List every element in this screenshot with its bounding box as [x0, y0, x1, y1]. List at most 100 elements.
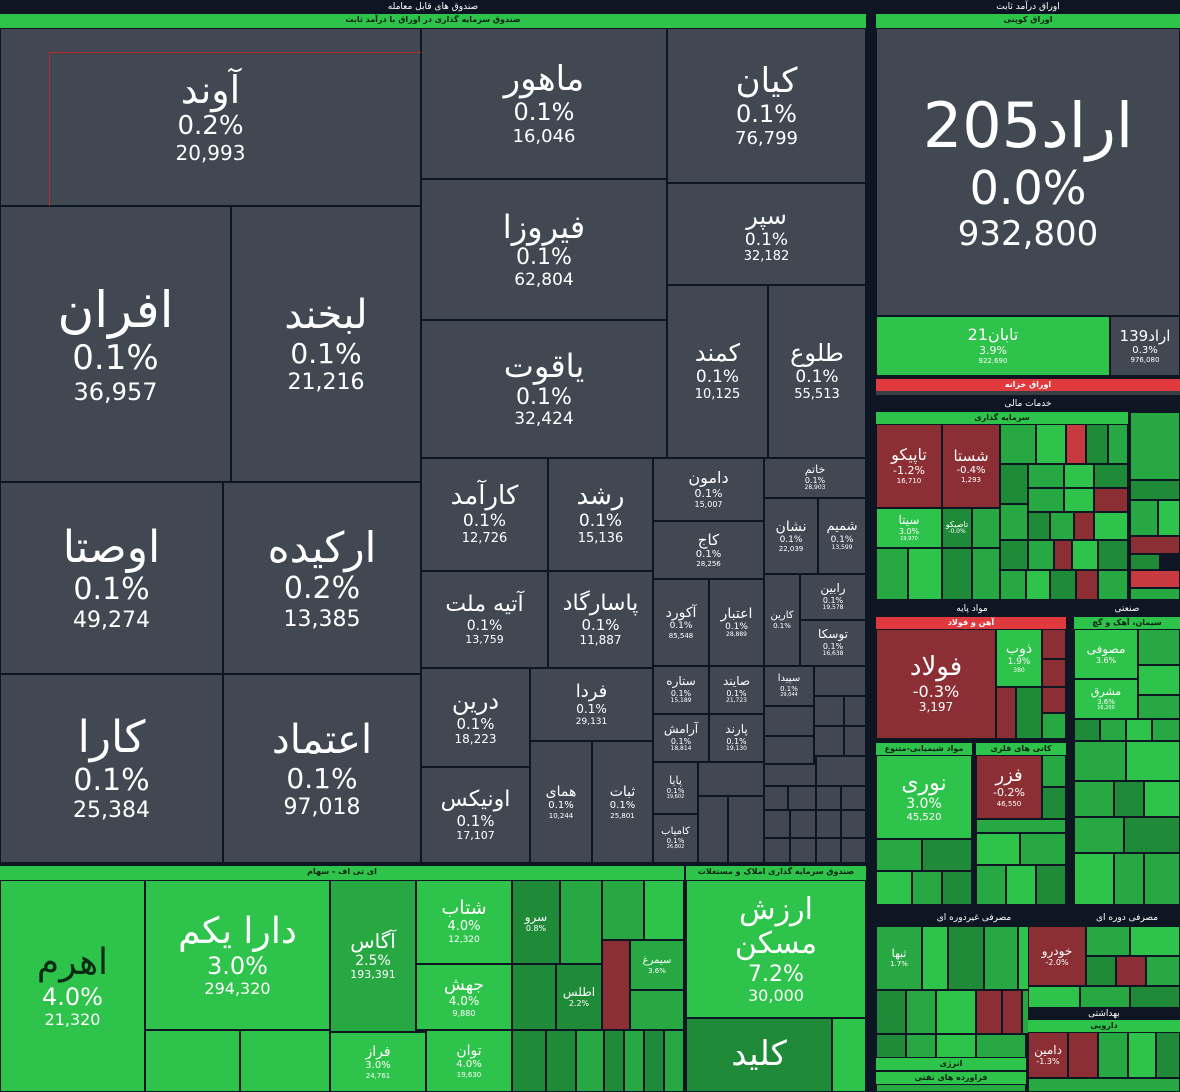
small-tile[interactable] — [1036, 424, 1066, 464]
small-tile[interactable] — [844, 726, 866, 756]
small-tile[interactable] — [698, 796, 728, 863]
small-tile[interactable] — [602, 880, 644, 940]
small-tile[interactable] — [1000, 464, 1028, 504]
small-tile[interactable] — [1042, 755, 1066, 787]
small-tile[interactable] — [1086, 926, 1130, 956]
small-tile[interactable] — [1074, 853, 1114, 905]
small-tile[interactable] — [1098, 1032, 1128, 1078]
tile-zob[interactable]: ذوب 1.9% 380 — [996, 629, 1042, 687]
small-tile[interactable] — [1116, 956, 1146, 986]
tile-agas[interactable]: آگاس 2.5% 193,391 — [330, 880, 416, 1032]
tile-kaj[interactable]: کاج 0.1% 28,256 — [653, 521, 764, 579]
small-tile[interactable] — [1036, 865, 1066, 905]
tile-damoon[interactable]: دامون 0.1% 15,007 — [653, 458, 764, 521]
small-tile[interactable] — [1002, 990, 1022, 1034]
tile-firooza[interactable]: فیروزا 0.1% 62,804 — [421, 179, 667, 320]
tile-tosca[interactable]: توسکا 0.1% 16,638 — [800, 620, 866, 666]
small-tile[interactable] — [644, 1030, 664, 1092]
tile-atieh[interactable]: آتیه ملت 0.1% 13,759 — [421, 571, 548, 668]
tile-roshd[interactable]: رشد 0.1% 15,136 — [548, 458, 653, 571]
tile-noori[interactable]: نوری 3.0% 45,520 — [876, 755, 972, 839]
small-tile[interactable] — [814, 666, 866, 696]
small-tile[interactable] — [912, 871, 942, 905]
small-tile[interactable] — [972, 508, 1000, 548]
tile-sarv[interactable]: سرو 0.8% — [512, 880, 560, 964]
small-tile[interactable] — [1020, 833, 1066, 865]
small-tile[interactable] — [976, 819, 1066, 833]
small-tile[interactable] — [1016, 687, 1042, 739]
small-tile[interactable] — [1094, 464, 1128, 488]
small-tile[interactable] — [1064, 488, 1094, 512]
small-tile[interactable] — [1114, 781, 1144, 817]
small-tile[interactable] — [1126, 741, 1180, 781]
small-tile[interactable] — [841, 786, 866, 810]
small-tile[interactable] — [1094, 488, 1128, 512]
small-tile[interactable] — [1108, 424, 1128, 464]
small-tile[interactable] — [976, 833, 1020, 865]
tile-kamyab[interactable]: کامیاب 0.1% 26,802 — [653, 814, 698, 863]
tile-simorgh[interactable]: سیمرغ 3.6% — [630, 940, 684, 990]
small-tile[interactable] — [1026, 570, 1050, 600]
small-tile[interactable] — [1054, 540, 1072, 570]
small-tile[interactable] — [1080, 986, 1130, 1008]
tile-separ[interactable]: سپر 0.1% 32,182 — [667, 183, 866, 285]
small-tile[interactable] — [1042, 713, 1066, 739]
small-tile[interactable] — [948, 926, 984, 990]
tile-pasargad[interactable]: پاسارگاد 0.1% 11,887 — [548, 571, 653, 668]
small-tile[interactable] — [1000, 424, 1036, 464]
small-tile[interactable] — [1130, 536, 1180, 554]
small-tile[interactable] — [1074, 741, 1126, 781]
small-tile[interactable] — [996, 687, 1016, 739]
small-tile[interactable] — [790, 838, 816, 863]
small-tile[interactable] — [816, 786, 841, 810]
small-tile[interactable] — [1138, 629, 1180, 665]
small-tile[interactable] — [1094, 512, 1128, 540]
small-tile[interactable] — [1138, 695, 1180, 719]
small-tile[interactable] — [976, 990, 1002, 1034]
tile-kelid[interactable]: کلید — [686, 1018, 832, 1092]
tile-sabha[interactable]: ثبها 1.7% — [876, 926, 922, 990]
tile-shasta[interactable]: شستا -0.4% 1,293 — [942, 424, 1000, 508]
small-tile[interactable] — [876, 871, 912, 905]
small-tile[interactable] — [1130, 588, 1180, 600]
small-tile[interactable] — [764, 706, 814, 736]
small-tile[interactable] — [1098, 570, 1128, 600]
small-tile[interactable] — [1128, 1032, 1156, 1078]
small-tile[interactable] — [1028, 1078, 1180, 1092]
small-tile[interactable] — [145, 1030, 240, 1092]
small-tile[interactable] — [1146, 956, 1180, 986]
small-tile[interactable] — [1042, 629, 1066, 659]
tile-homay[interactable]: همای 0.1% 10,244 — [530, 741, 592, 863]
small-tile[interactable] — [1126, 719, 1152, 741]
tile-arad139[interactable]: اراد139 0.3% 976,080 — [1110, 316, 1180, 376]
tile-neshan[interactable]: نشان 0.1% 22,039 — [764, 498, 818, 574]
small-tile[interactable] — [512, 1030, 546, 1092]
tile-orkide[interactable]: ارکیده 0.2% 13,385 — [223, 482, 421, 674]
small-tile[interactable] — [816, 810, 841, 838]
small-tile[interactable] — [1028, 540, 1054, 570]
small-tile[interactable] — [1042, 687, 1066, 713]
small-tile[interactable] — [844, 696, 866, 726]
small-tile[interactable] — [1068, 1032, 1098, 1078]
tile-farda[interactable]: فردا 0.1% 29,131 — [530, 668, 653, 741]
small-tile[interactable] — [764, 736, 814, 764]
small-tile[interactable] — [764, 810, 790, 838]
small-tile[interactable] — [764, 838, 790, 863]
tile-khatam[interactable]: خاتم 0.1% 28,903 — [764, 458, 866, 498]
small-tile[interactable] — [240, 1030, 330, 1092]
small-tile[interactable] — [1006, 865, 1036, 905]
small-tile[interactable] — [1130, 570, 1180, 588]
small-tile[interactable] — [876, 1084, 1026, 1092]
tile-avand[interactable]: آوند 0.2% 20,993 — [0, 28, 421, 206]
tile-tapico[interactable]: تاپیکو -1.2% 16,710 — [876, 424, 942, 508]
tile-etemad[interactable]: اعتماد 0.1% 97,018 — [223, 674, 421, 863]
tile-khodran[interactable]: خودرو -2.0% — [1028, 926, 1086, 986]
tile-rabin[interactable]: رابین 0.1% 19,578 — [800, 574, 866, 620]
small-tile[interactable] — [906, 990, 936, 1034]
tile-kian[interactable]: کیان 0.1% 76,799 — [667, 28, 866, 183]
small-tile[interactable] — [764, 786, 788, 810]
tile-akord[interactable]: آکورد 0.1% 85,548 — [653, 579, 709, 666]
small-tile[interactable] — [1028, 488, 1064, 512]
tile-paya[interactable]: پایا 0.1% 19,602 — [653, 762, 698, 814]
small-tile[interactable] — [1028, 512, 1050, 540]
